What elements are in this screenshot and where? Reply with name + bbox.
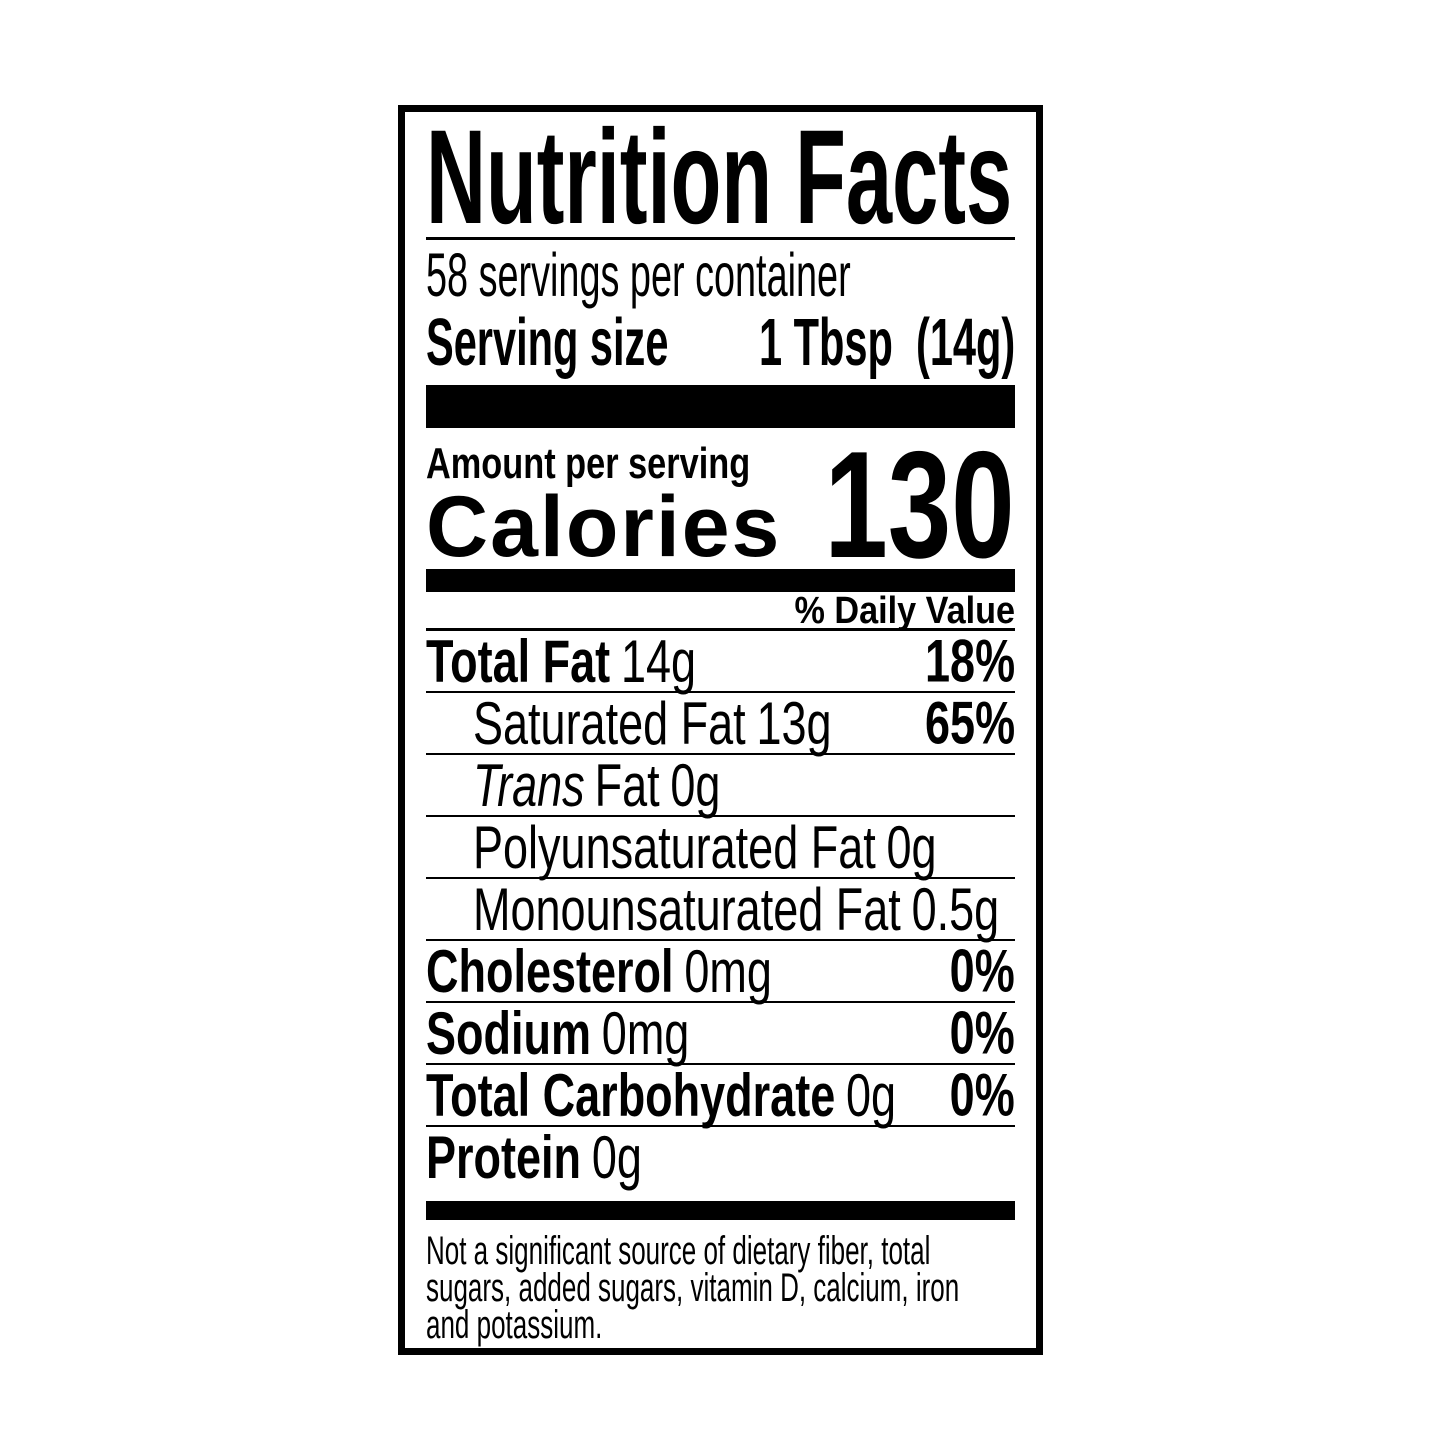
nutrient-amount: 0g [846,1061,897,1129]
daily-value-percent: 0% [949,999,1015,1067]
nutrient-amount: 0g [886,813,937,881]
row-sodium: Sodium 0mg 0% [426,1000,1015,1067]
row-total-fat: Total Fat 14g 18% [426,628,1015,695]
amount-per-serving: Amount per serving [426,439,751,488]
nutrient-amount: 0g [670,751,721,819]
calories-label: Calories [426,479,782,575]
nutrient-name: Total Carbohydrate 0g [426,1061,897,1129]
row-saturated-fat: Saturated Fat 13g 65% [426,690,1015,757]
nutrition-facts-label: Nutrition Facts 58 servings per containe… [398,105,1043,1355]
nutrient-table: Total Fat 14g 18% Saturated Fat 13g 65% Tr… [426,628,1015,1191]
daily-value-percent: 0% [949,1061,1015,1129]
footnote-line: Not a significant source of dietary fibe… [426,1229,931,1273]
nutrient-amount: 13g [756,689,832,757]
daily-value-header: % Daily Value [426,592,1015,631]
nutrient-amount: 14g [620,627,697,695]
nutrient-name: Protein 0g [426,1123,642,1191]
serving-size-value: 1 Tbsp (14g) [758,305,1015,380]
nutrient-name: Total Fat 14g [426,627,697,695]
label-title-section: Nutrition Facts [426,103,1015,252]
daily-value-percent: 0% [949,937,1015,1005]
nutrient-name: Polyunsaturated Fat 0g [473,813,937,881]
calories-value: 130 [824,420,1015,590]
nutrient-amount: 0mg [601,999,690,1067]
nutrient-name: Trans Fat 0g [473,751,721,819]
divider-bar-medium [426,569,1015,592]
row-cholesterol: Cholesterol 0mg 0% [426,938,1015,1005]
serving-size-label: Serving size [426,305,669,380]
nutrient-name: Cholesterol 0mg [426,937,772,1005]
row-trans-fat: Trans Fat 0g [426,752,1015,819]
nutrient-amount: 0g [591,1123,642,1191]
footnote: Not a significant source of dietary fibe… [426,1229,1015,1347]
divider-bar-thick [426,385,1015,428]
row-monounsaturated-fat: Monounsaturated Fat 0.5g [426,876,1015,943]
label-title: Nutrition Facts [426,103,1013,252]
row-total-carbohydrate: Total Carbohydrate 0g 0% [426,1062,1015,1129]
daily-value-percent: 65% [924,689,1015,757]
serving-size-row: Serving size 1 Tbsp (14g) [426,308,1015,378]
divider-bar-bottom [426,1201,1015,1220]
nutrient-amount: 0.5g [911,875,1000,943]
row-polyunsaturated-fat: Polyunsaturated Fat 0g [426,814,1015,881]
nutrient-name: Monounsaturated Fat 0.5g [473,875,1000,943]
nutrient-name: Saturated Fat 13g [473,689,832,757]
calories-section: Amount per serving Calories 130 [426,420,1015,590]
trans-italic: Trans [473,751,585,819]
footnote-line: sugars, added sugars, vitamin D, calcium… [426,1266,960,1310]
servings-per-container: 58 servings per container [426,241,851,309]
daily-value-percent: 18% [924,627,1015,695]
nutrient-name: Sodium 0mg [426,999,690,1067]
row-protein: Protein 0g [426,1124,1015,1191]
nutrient-amount: 0mg [684,937,772,1005]
footnote-line: and potassium. [426,1303,603,1347]
